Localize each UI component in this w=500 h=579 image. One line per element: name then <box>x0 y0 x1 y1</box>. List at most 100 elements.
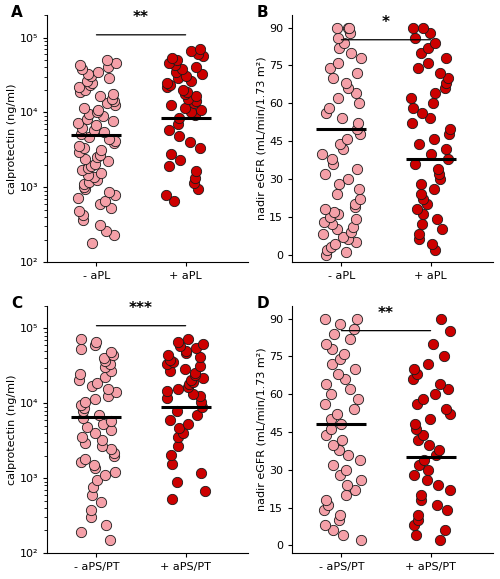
Point <box>84 76 92 85</box>
Point <box>194 411 202 420</box>
Point <box>93 107 101 116</box>
Point <box>168 459 176 468</box>
Point <box>100 372 108 382</box>
Point <box>192 92 200 101</box>
Point <box>108 366 116 375</box>
Point <box>88 78 96 87</box>
Point <box>112 388 120 397</box>
Point <box>424 43 432 53</box>
Point <box>197 105 205 115</box>
Point <box>419 195 427 204</box>
Point <box>103 98 111 108</box>
Point <box>416 189 424 199</box>
Point <box>174 119 182 129</box>
Point <box>346 28 354 37</box>
Point <box>318 149 326 158</box>
Point <box>164 387 172 396</box>
Point <box>322 339 330 349</box>
Point <box>417 496 425 505</box>
Point <box>339 144 347 153</box>
Point <box>350 324 358 334</box>
Point <box>166 367 174 376</box>
Text: ***: *** <box>129 301 153 316</box>
Point <box>442 79 450 88</box>
Point <box>78 123 86 133</box>
Point <box>166 149 174 158</box>
Point <box>426 440 434 449</box>
Point <box>444 154 452 163</box>
Point <box>176 155 184 164</box>
Text: **: ** <box>133 10 149 25</box>
Point <box>98 435 106 445</box>
Point <box>432 450 440 459</box>
Point <box>79 215 87 224</box>
Point <box>90 125 98 134</box>
Point <box>336 319 344 328</box>
Point <box>426 28 434 37</box>
Point <box>80 85 88 94</box>
Point <box>428 240 436 249</box>
Point <box>182 90 190 99</box>
Point <box>415 139 423 148</box>
Point <box>328 219 336 229</box>
Point <box>186 380 194 389</box>
Point <box>434 481 442 490</box>
Point <box>174 433 182 442</box>
Point <box>87 505 95 514</box>
Point <box>165 161 173 170</box>
Point <box>417 48 425 57</box>
Point <box>77 335 85 344</box>
Point <box>333 410 341 419</box>
Point <box>344 23 352 32</box>
Point <box>106 188 114 197</box>
Point <box>192 344 200 353</box>
Point <box>77 527 85 537</box>
Point <box>352 237 360 247</box>
Point <box>96 145 104 155</box>
Point <box>433 500 441 510</box>
Point <box>353 164 361 174</box>
Text: C: C <box>11 296 22 311</box>
Point <box>344 481 351 490</box>
Point <box>80 103 88 112</box>
Point <box>167 450 175 460</box>
Point <box>410 364 418 373</box>
Y-axis label: calprotectin (ng/ml): calprotectin (ng/ml) <box>7 83 17 194</box>
Point <box>333 189 341 199</box>
Point <box>175 113 183 123</box>
Point <box>415 235 423 244</box>
Point <box>166 415 174 424</box>
Point <box>446 410 454 419</box>
Point <box>78 65 86 74</box>
Point <box>412 425 420 434</box>
Point <box>111 190 119 200</box>
Point <box>90 460 98 470</box>
Point <box>110 230 118 240</box>
Point <box>328 415 336 424</box>
Point <box>429 339 437 349</box>
Point <box>440 351 448 361</box>
Point <box>424 465 432 474</box>
Point <box>187 76 195 85</box>
Point <box>322 379 330 389</box>
Point <box>412 204 420 214</box>
Point <box>414 435 422 444</box>
Point <box>334 94 342 103</box>
Point <box>334 369 342 379</box>
Point <box>190 98 198 108</box>
Point <box>446 327 454 336</box>
Point <box>98 442 106 451</box>
Point <box>442 53 450 63</box>
Point <box>436 174 444 184</box>
Point <box>357 53 365 63</box>
Point <box>408 23 416 32</box>
Point <box>408 119 416 128</box>
Point <box>330 329 338 338</box>
Point <box>198 398 205 407</box>
Point <box>430 98 438 108</box>
Point <box>184 419 192 428</box>
Point <box>339 232 347 241</box>
Y-axis label: nadir eGFR (mL/min/1.73 m²): nadir eGFR (mL/min/1.73 m²) <box>256 347 266 511</box>
Point <box>80 179 88 189</box>
Point <box>110 137 118 146</box>
